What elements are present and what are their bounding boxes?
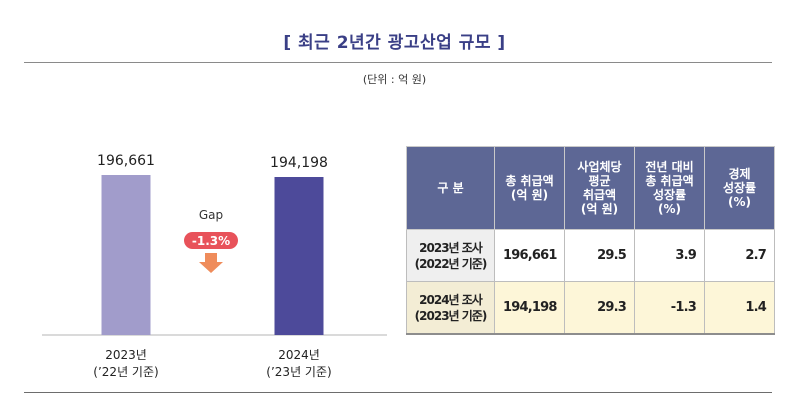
cell-economic-growth: 1.4 [704, 281, 775, 335]
header-growth: 전년 대비 총 취급액 성장률 (%) [634, 146, 705, 230]
bar-value-label: 194,198 [270, 155, 328, 171]
bar-chart: 196,661 194,198 2023년 (’22년 기준) 2024년 (’… [42, 153, 387, 379]
row-label: 2024년 조사 (2023년 기준) [406, 281, 495, 335]
gap-label: Gap [199, 208, 223, 222]
category-sublabel: (’22년 기준) [93, 365, 158, 379]
down-arrow-icon [199, 253, 223, 273]
header-category: 구 분 [406, 146, 495, 230]
cell-growth: -1.3 [634, 281, 705, 335]
header-total: 총 취급액 (억 원) [494, 146, 565, 230]
header-economic-growth: 경제 성장률 (%) [704, 146, 775, 230]
category-sublabel: (’23년 기준) [266, 365, 331, 379]
cell-economic-growth: 2.7 [704, 229, 775, 282]
unit-note: (단위 : 억 원) [362, 73, 427, 86]
gap-annotation: Gap -1.3% [184, 208, 238, 273]
industry-size-table: 구 분 총 취급액 (억 원) 사업체당 평균 취급액 (억 원) 전년 대비 … [406, 146, 775, 335]
cell-growth: 3.9 [634, 229, 705, 282]
title-divider [24, 62, 772, 63]
header-average: 사업체당 평균 취급액 (억 원) [564, 146, 635, 230]
cell-total: 194,198 [494, 281, 565, 335]
bar-value-label: 196,661 [97, 153, 155, 169]
table-row: 2024년 조사 (2023년 기준) 194,198 29.3 -1.3 1.… [406, 281, 775, 335]
bar-2023 [101, 175, 151, 335]
cell-total: 196,661 [494, 229, 565, 282]
gap-badge [184, 232, 238, 249]
category-label: 2024년 [278, 348, 320, 362]
table-header-row: 구 분 총 취급액 (억 원) 사업체당 평균 취급액 (억 원) 전년 대비 … [406, 146, 775, 230]
table-row: 2023년 조사 (2022년 기준) 196,661 29.5 3.9 2.7 [406, 229, 775, 282]
bar-2024 [274, 177, 324, 335]
bottom-divider [24, 392, 772, 393]
gap-value: -1.3% [192, 234, 230, 248]
cell-average: 29.5 [564, 229, 635, 282]
category-label: 2023년 [105, 348, 147, 362]
page-title: [ 최근 2년간 광고산업 규모 ] [283, 33, 506, 53]
cell-average: 29.3 [564, 281, 635, 335]
row-label: 2023년 조사 (2022년 기준) [406, 229, 495, 282]
